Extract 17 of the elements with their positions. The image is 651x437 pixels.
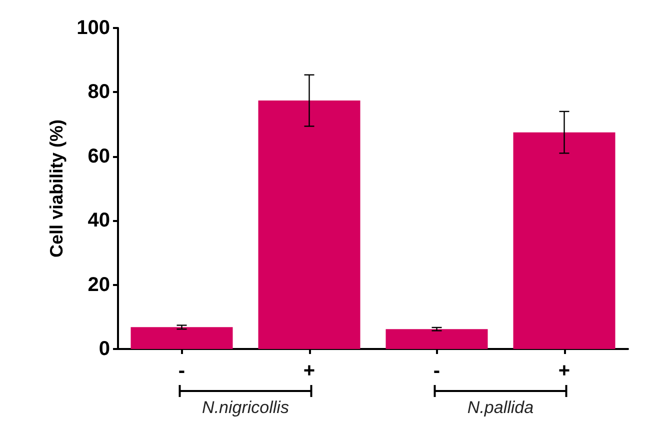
text: N.nigricollis [202, 398, 290, 417]
bar [258, 100, 360, 349]
bar [130, 327, 233, 349]
y-tick-label: 100 [76, 17, 110, 39]
y-tick-label: 80 [88, 81, 110, 104]
y-axis-title: Cell viability (%) [46, 119, 67, 258]
bar [386, 329, 488, 349]
x-tick-label: - [178, 360, 186, 382]
y-tick-label: 60 [88, 145, 110, 168]
y-tick-label: 0 [98, 338, 110, 360]
x-tick-label: + [558, 360, 570, 382]
text: N.pallida [467, 398, 534, 417]
bar [513, 132, 616, 349]
y-tick-label: 40 [88, 210, 110, 232]
x-tick-label: + [303, 360, 316, 382]
x-tick-label: - [433, 360, 440, 382]
y-tick-label: 20 [88, 274, 110, 296]
